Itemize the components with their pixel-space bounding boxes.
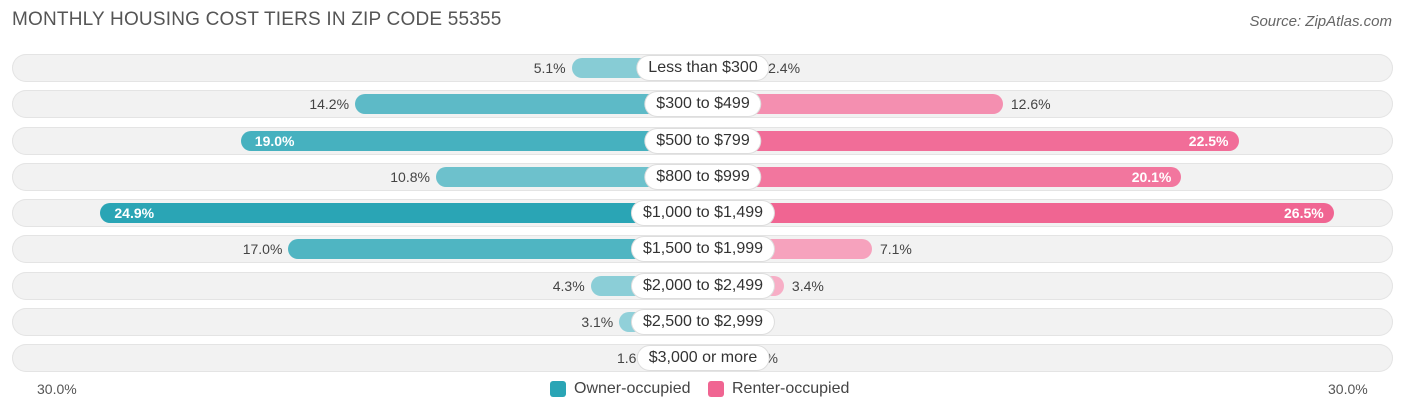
owner-value-label: 24.9%: [114, 205, 155, 221]
owner-bar: [240, 130, 703, 151]
chart-source: Source: ZipAtlas.com: [1249, 13, 1392, 30]
owner-value-label: 14.2%: [309, 96, 350, 113]
legend-renter-swatch: [708, 381, 724, 397]
category-label: $3,000 or more: [637, 346, 769, 370]
owner-bar: [355, 94, 703, 115]
category-label: $300 to $499: [645, 92, 761, 117]
renter-bar: [693, 203, 1334, 223]
owner-bar: [435, 166, 703, 187]
renter-bar: [693, 166, 1182, 187]
owner-bar: [288, 239, 703, 260]
legend-owner: Owner-occupied: [550, 380, 691, 398]
renter-value-label: 26.5%: [1284, 205, 1324, 221]
legend-owner-label: Owner-occupied: [574, 380, 691, 397]
owner-bar: [100, 203, 703, 223]
owner-value-label: 4.3%: [552, 277, 585, 294]
renter-value-label: 20.1%: [1131, 168, 1172, 185]
category-label: Less than $300: [637, 56, 769, 80]
renter-value-label: 3.4%: [791, 277, 824, 294]
renter-bar: [693, 94, 1003, 115]
renter-value-label: 7.1%: [879, 241, 912, 258]
owner-value-label: 3.1%: [581, 313, 614, 330]
category-label: $1,000 to $1,499: [631, 201, 775, 225]
renter-value-label: 2.4%: [768, 60, 801, 76]
category-label: $2,500 to $2,999: [631, 309, 775, 334]
renter-value-label: 12.6%: [1010, 96, 1051, 113]
legend-renter: Renter-occupied: [708, 380, 849, 398]
owner-value-label: 5.1%: [533, 60, 566, 76]
owner-value-label: 10.8%: [390, 168, 430, 185]
axis-label-right: 30.0%: [1328, 381, 1368, 397]
category-label: $800 to $999: [645, 164, 761, 189]
renter-bar: [693, 130, 1239, 151]
legend-owner-swatch: [550, 381, 566, 397]
category-label: $500 to $799: [645, 128, 761, 153]
renter-value-label: 22.5%: [1188, 132, 1229, 149]
chart-title: MONTHLY HOUSING COST TIERS IN ZIP CODE 5…: [12, 9, 502, 30]
owner-value-label: 19.0%: [254, 132, 295, 149]
legend-renter-label: Renter-occupied: [732, 380, 850, 397]
axis-label-left: 30.0%: [37, 381, 77, 397]
category-label: $1,500 to $1,999: [631, 237, 775, 262]
owner-value-label: 17.0%: [242, 241, 283, 258]
category-label: $2,000 to $2,499: [631, 273, 775, 298]
